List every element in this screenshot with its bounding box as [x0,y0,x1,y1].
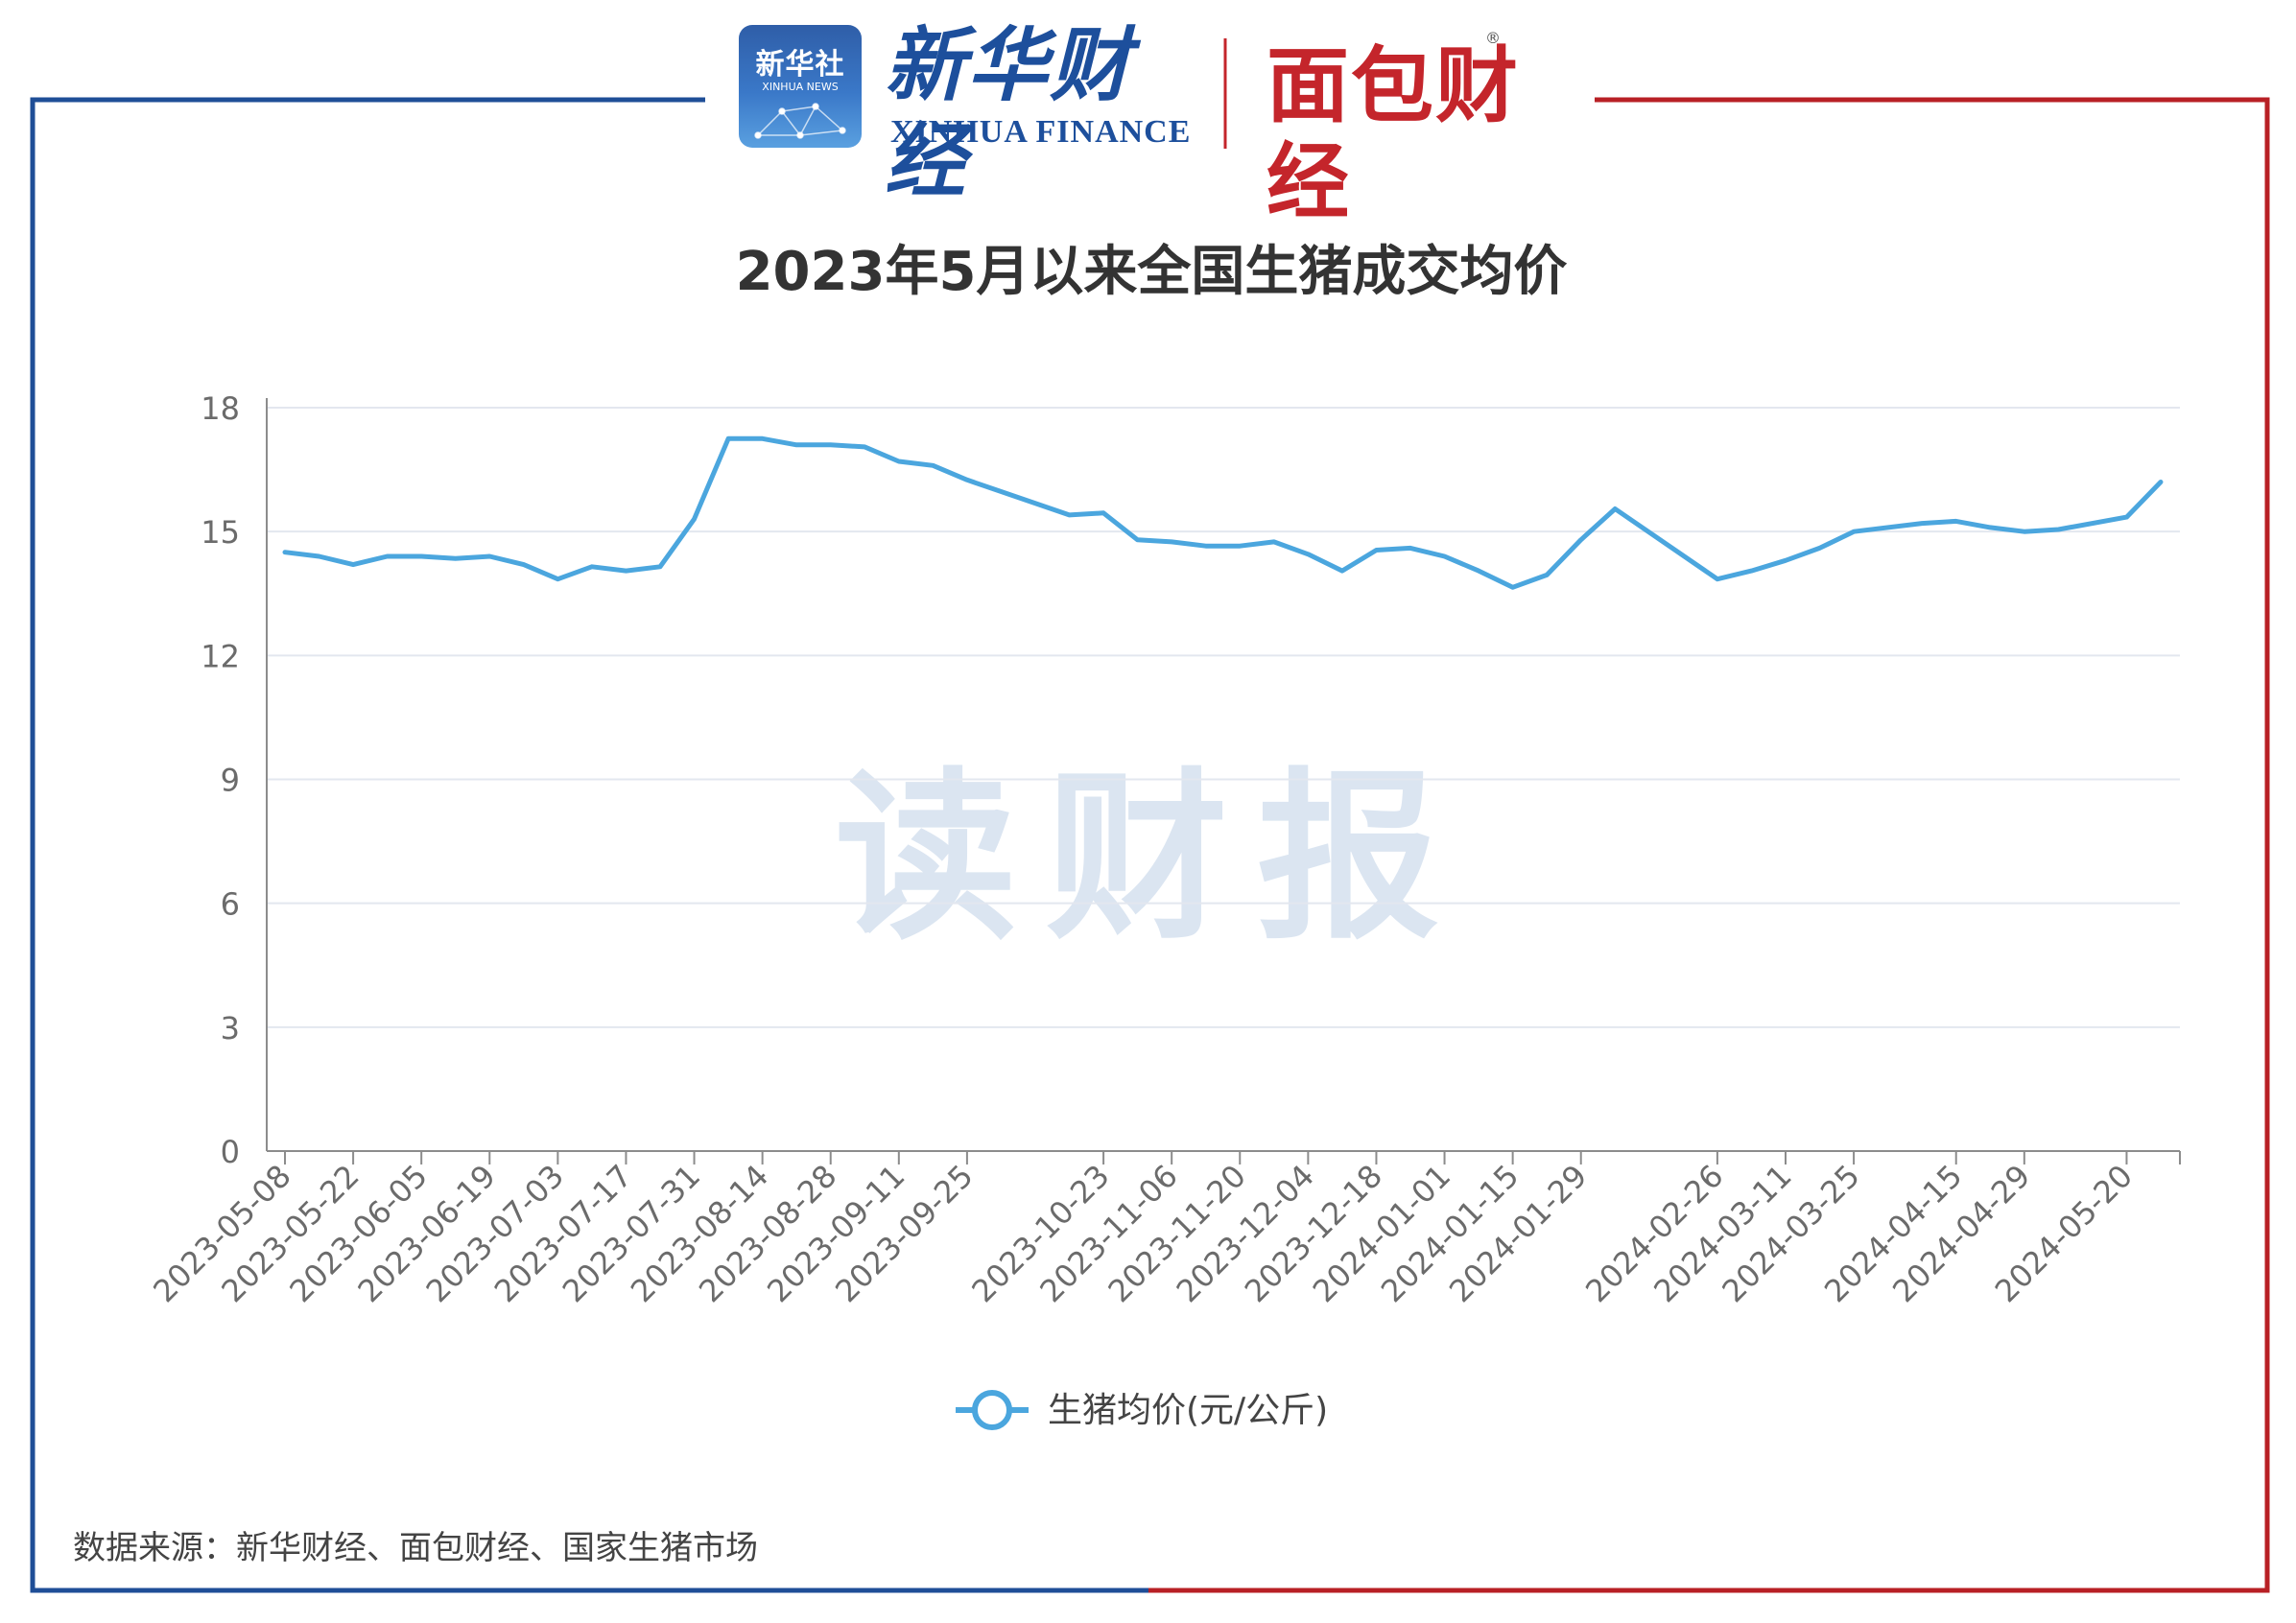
data-point [452,554,460,562]
data-point [1850,528,1858,535]
data-point [691,515,698,523]
y-tick-label: 6 [221,886,240,923]
data-point [520,561,528,569]
data-point [1168,538,1175,546]
data-point [622,567,629,575]
data-point [1372,547,1380,554]
data-point [1816,544,1824,552]
data-point [417,553,425,560]
data-point [1270,538,1278,546]
y-tick-label: 15 [201,514,240,551]
data-point [1475,567,1482,575]
data-point [827,441,835,449]
data-point [1304,551,1312,558]
data-point [2157,479,2165,486]
data-point [724,435,732,442]
data-point [1782,556,1789,564]
mianbao-finance-logo: 面包财经 [1266,38,1520,230]
data-point [349,561,357,569]
frame-border-right [1148,97,2270,1593]
data-point [1953,517,1960,525]
data-point [1338,567,1346,575]
data-point [1236,542,1243,550]
grid-layer [267,407,2180,1028]
y-tick-label: 18 [201,390,240,427]
network-icon [754,103,846,139]
xinhua-news-logo: 新华社 XINHUA NEWS [739,25,862,148]
data-point [1407,544,1414,552]
series-layer [281,435,2165,591]
y-tick-label: 0 [221,1134,240,1170]
data-point [485,553,493,560]
source-note: 数据来源：新华财经、面包财经、国家生猪市场 [73,1529,758,1567]
data-point [1918,520,1926,528]
data-point [895,458,903,465]
data-point [1066,511,1074,519]
data-point [1577,536,1585,544]
data-point [2021,528,2028,535]
data-point [588,563,596,571]
legend-circle-marker [972,1390,1012,1430]
data-point [1747,567,1755,575]
data-point [963,476,971,483]
data-point [929,461,936,469]
xinhua-finance-logo-en: XINHUA FINANCE [890,114,1192,150]
series-line-0 [282,435,2164,590]
data-point [2054,526,2062,533]
y-tick-label: 3 [221,1010,240,1047]
data-point [1714,576,1721,583]
y-tick-label: 12 [201,638,240,674]
frame-border-left [30,97,1148,1593]
data-point [793,441,800,449]
data-point [1134,536,1142,544]
data-point [1543,571,1550,578]
data-point [384,553,391,560]
y-tick-label: 9 [221,763,240,799]
xinhua-badge-cn: 新华社 [755,48,845,82]
data-point [1441,553,1449,560]
legend[interactable]: 生猪均价(元/公斤) [956,1390,1328,1430]
data-point [1986,524,1994,531]
data-point [1509,583,1517,591]
xinhua-finance-logo-cn: 新华财经 [885,17,1133,208]
xinhua-badge-en: XINHUA NEWS [762,81,839,93]
watermark-text: 读财报 [835,752,1468,964]
data-point [1202,542,1210,550]
data-point [316,553,323,560]
data-point [656,563,664,571]
data-point [2122,513,2130,521]
chart-title: 2023年5月以来全国生猪成交均价 [736,241,1568,303]
registered-mark: ® [1485,29,1501,47]
data-point [554,576,561,583]
data-point [759,435,767,442]
data-point [1611,505,1619,512]
data-point [861,443,868,451]
legend-label: 生猪均价(元/公斤) [1048,1391,1328,1430]
data-point [1100,509,1107,517]
data-point [281,549,289,556]
